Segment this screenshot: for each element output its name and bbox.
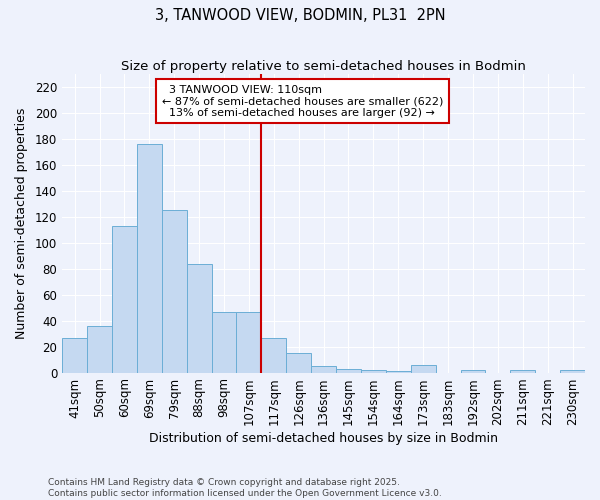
- Y-axis label: Number of semi-detached properties: Number of semi-detached properties: [15, 108, 28, 339]
- Bar: [411, 365, 436, 372]
- Bar: [286, 353, 311, 372]
- Bar: [311, 366, 336, 372]
- Bar: [262, 338, 286, 372]
- Bar: [187, 264, 212, 372]
- Text: Contains HM Land Registry data © Crown copyright and database right 2025.
Contai: Contains HM Land Registry data © Crown c…: [48, 478, 442, 498]
- Bar: [336, 368, 361, 372]
- Bar: [560, 370, 585, 372]
- Bar: [361, 370, 386, 372]
- X-axis label: Distribution of semi-detached houses by size in Bodmin: Distribution of semi-detached houses by …: [149, 432, 498, 445]
- Bar: [212, 312, 236, 372]
- Bar: [461, 370, 485, 372]
- Text: 3, TANWOOD VIEW, BODMIN, PL31  2PN: 3, TANWOOD VIEW, BODMIN, PL31 2PN: [155, 8, 445, 22]
- Text: 3 TANWOOD VIEW: 110sqm  
← 87% of semi-detached houses are smaller (622)
  13% o: 3 TANWOOD VIEW: 110sqm ← 87% of semi-det…: [162, 84, 443, 117]
- Bar: [511, 370, 535, 372]
- Bar: [137, 144, 162, 372]
- Bar: [162, 210, 187, 372]
- Bar: [112, 226, 137, 372]
- Bar: [236, 312, 262, 372]
- Title: Size of property relative to semi-detached houses in Bodmin: Size of property relative to semi-detach…: [121, 60, 526, 73]
- Bar: [62, 338, 87, 372]
- Bar: [87, 326, 112, 372]
